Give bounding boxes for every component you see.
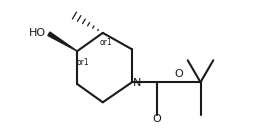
Text: O: O bbox=[174, 69, 183, 79]
Text: HO: HO bbox=[29, 28, 46, 38]
Text: O: O bbox=[152, 114, 161, 124]
Text: N: N bbox=[133, 78, 141, 88]
Polygon shape bbox=[48, 32, 77, 51]
Text: or1: or1 bbox=[100, 38, 113, 47]
Text: or1: or1 bbox=[76, 58, 89, 67]
